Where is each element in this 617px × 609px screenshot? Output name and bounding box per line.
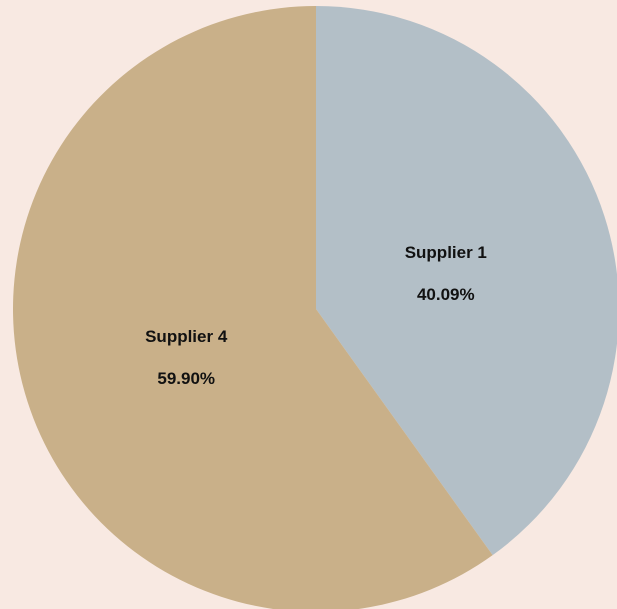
slice-label: Supplier 1 xyxy=(405,243,487,262)
pie-slice-supplier-1 xyxy=(316,6,617,556)
pie-slices xyxy=(13,6,617,609)
pie-labels: Supplier 1 40.09% Supplier 4 59.90% xyxy=(145,243,487,388)
slice-label: Supplier 4 xyxy=(145,327,228,346)
slice-value-label: 40.09% xyxy=(417,285,475,304)
slice-value-label: 59.90% xyxy=(157,369,215,388)
pie-slice-supplier-4 xyxy=(13,6,493,609)
